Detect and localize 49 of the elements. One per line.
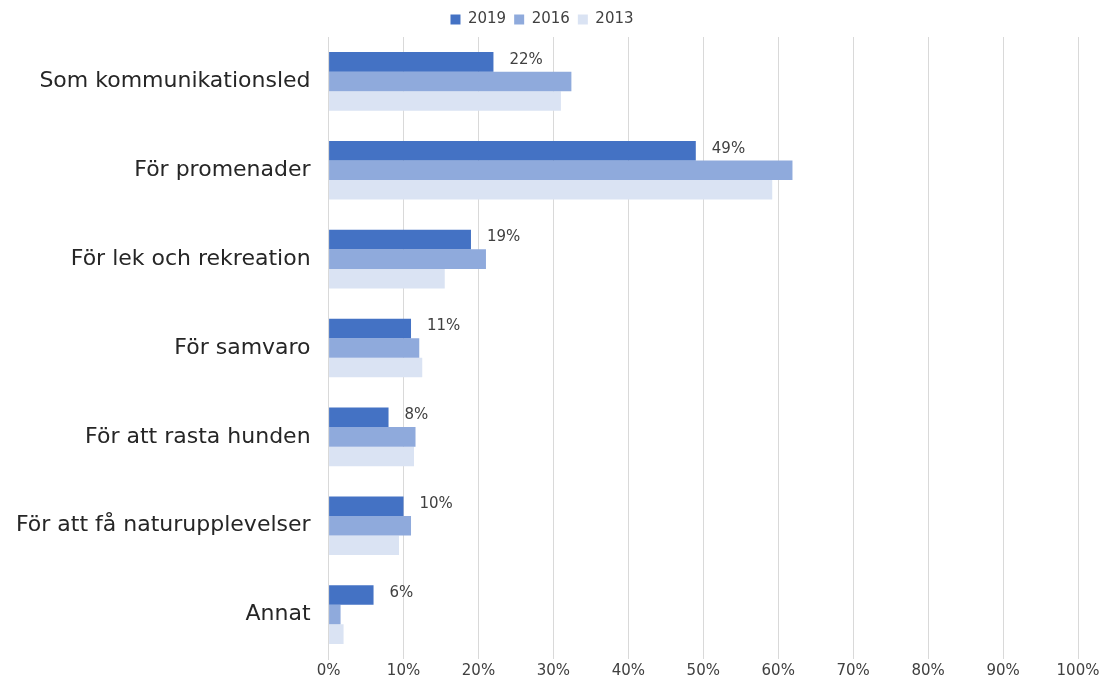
bar [329,318,412,339]
y-tick-label: Annat [245,600,311,626]
x-tick-label: 60% [761,660,795,679]
legend-label: 2016 [531,9,570,28]
y-tick-label: Som kommunikationsled [39,67,311,93]
bar [329,268,445,289]
y-tick-label: För att rasta hunden [85,422,311,448]
data-label: 49% [711,138,746,157]
legend-label: 2019 [467,9,507,28]
bar [329,91,561,111]
x-tick-label: 90% [986,660,1020,679]
bar [329,71,572,92]
x-tick-label: 10% [386,660,421,679]
bar [329,249,486,269]
data-label: 10% [419,494,453,513]
y-tick-label: För lek och rekreation [70,244,311,270]
y-tick-label: För promenader [134,156,312,181]
bar [329,407,389,428]
bar [329,496,404,516]
y-tick-label: För samvaro [174,333,311,359]
legend-label: 2013 [595,9,634,28]
x-tick-label: 0% [316,660,341,679]
bar [329,515,412,536]
data-label: 19% [486,227,521,246]
data-label: 8% [404,405,429,424]
bar [329,624,344,644]
data-label: 6% [389,582,414,601]
y-tick-label: För att få naturupplevelser [15,511,312,537]
x-tick-label: 20% [461,660,496,679]
bar [329,52,494,72]
bar [329,338,420,358]
x-tick-label: 80% [911,660,945,679]
bar [329,357,423,378]
bar [329,427,416,447]
data-label: 11% [427,316,461,335]
x-tick-label: 70% [836,660,870,679]
x-tick-label: 30% [536,660,571,679]
bar [329,160,793,181]
bar [329,446,415,467]
bar [329,180,773,200]
bar [329,140,696,161]
bar [329,585,374,605]
x-tick-label: 100% [1056,660,1100,679]
bar [329,229,471,250]
x-tick-label: 50% [686,660,720,679]
bar [329,535,400,556]
bar [329,604,341,625]
x-tick-label: 40% [611,660,646,679]
data-label: 22% [509,49,543,68]
